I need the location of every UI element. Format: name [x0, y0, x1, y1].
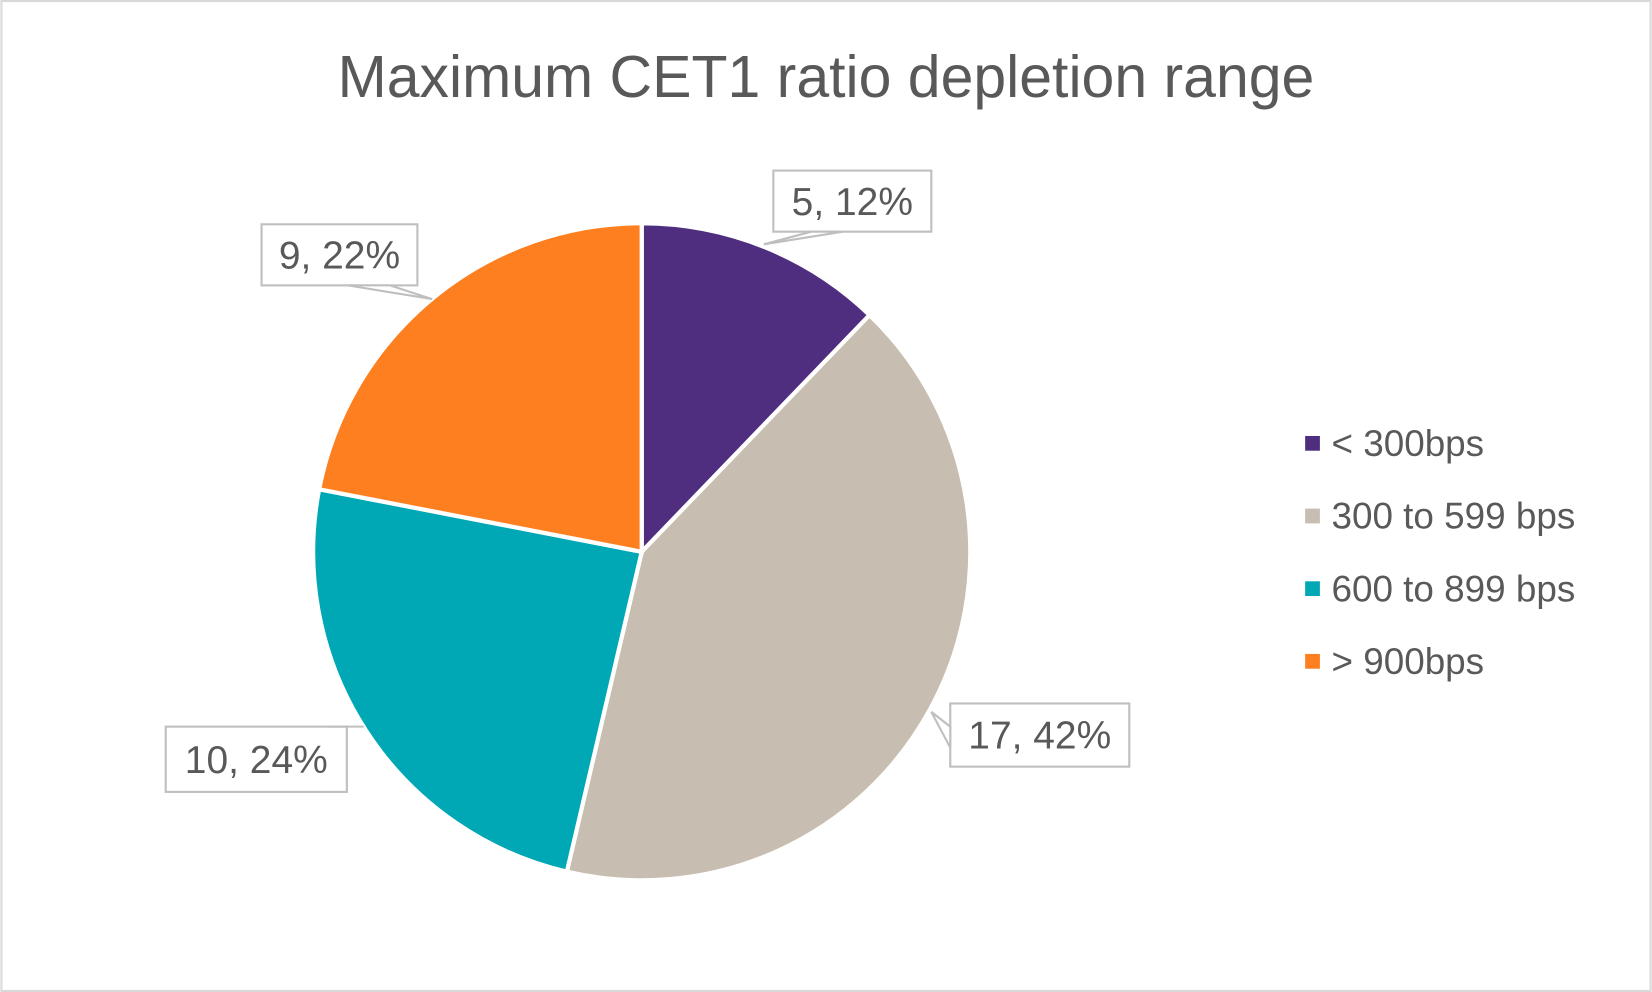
legend-item-2: 600 to 899 bps: [1305, 568, 1575, 609]
legend-item-3: > 900bps: [1305, 641, 1484, 682]
pie-slices: [311, 221, 973, 883]
legend-label: > 900bps: [1331, 641, 1484, 682]
pie-slice-1: [564, 312, 973, 883]
chart-title: Maximum CET1 ratio depletion range: [338, 45, 1315, 110]
legend: < 300bps 300 to 599 bps 600 to 899 bps > 90…: [1305, 423, 1575, 682]
pie-slice-2: [311, 486, 645, 875]
legend-item-0: < 300bps: [1305, 423, 1484, 464]
pie-slice-3: [316, 221, 644, 555]
pie-slice-0: [639, 221, 873, 558]
legend-label: 600 to 899 bps: [1331, 568, 1575, 609]
data-labels: 5, 12% 17, 42% 10, 24% 9, 22%: [164, 169, 1131, 793]
data-label-1: 17, 42%: [930, 702, 1131, 768]
data-label-text: 9, 22%: [279, 235, 400, 278]
legend-item-1: 300 to 599 bps: [1305, 496, 1575, 537]
legend-swatch: [1305, 435, 1320, 451]
legend-swatch: [1305, 653, 1320, 669]
data-label-2: 10, 24%: [164, 725, 364, 793]
legend-label: < 300bps: [1331, 423, 1484, 464]
legend-swatch: [1305, 508, 1320, 524]
data-label-text: 5, 12%: [792, 181, 913, 224]
data-label-text: 17, 42%: [968, 715, 1111, 758]
data-label-3: 9, 22%: [260, 223, 433, 301]
data-label-text: 10, 24%: [185, 739, 328, 782]
data-label-0: 5, 12%: [763, 169, 933, 246]
legend-swatch: [1305, 581, 1320, 597]
legend-label: 300 to 599 bps: [1331, 496, 1575, 537]
